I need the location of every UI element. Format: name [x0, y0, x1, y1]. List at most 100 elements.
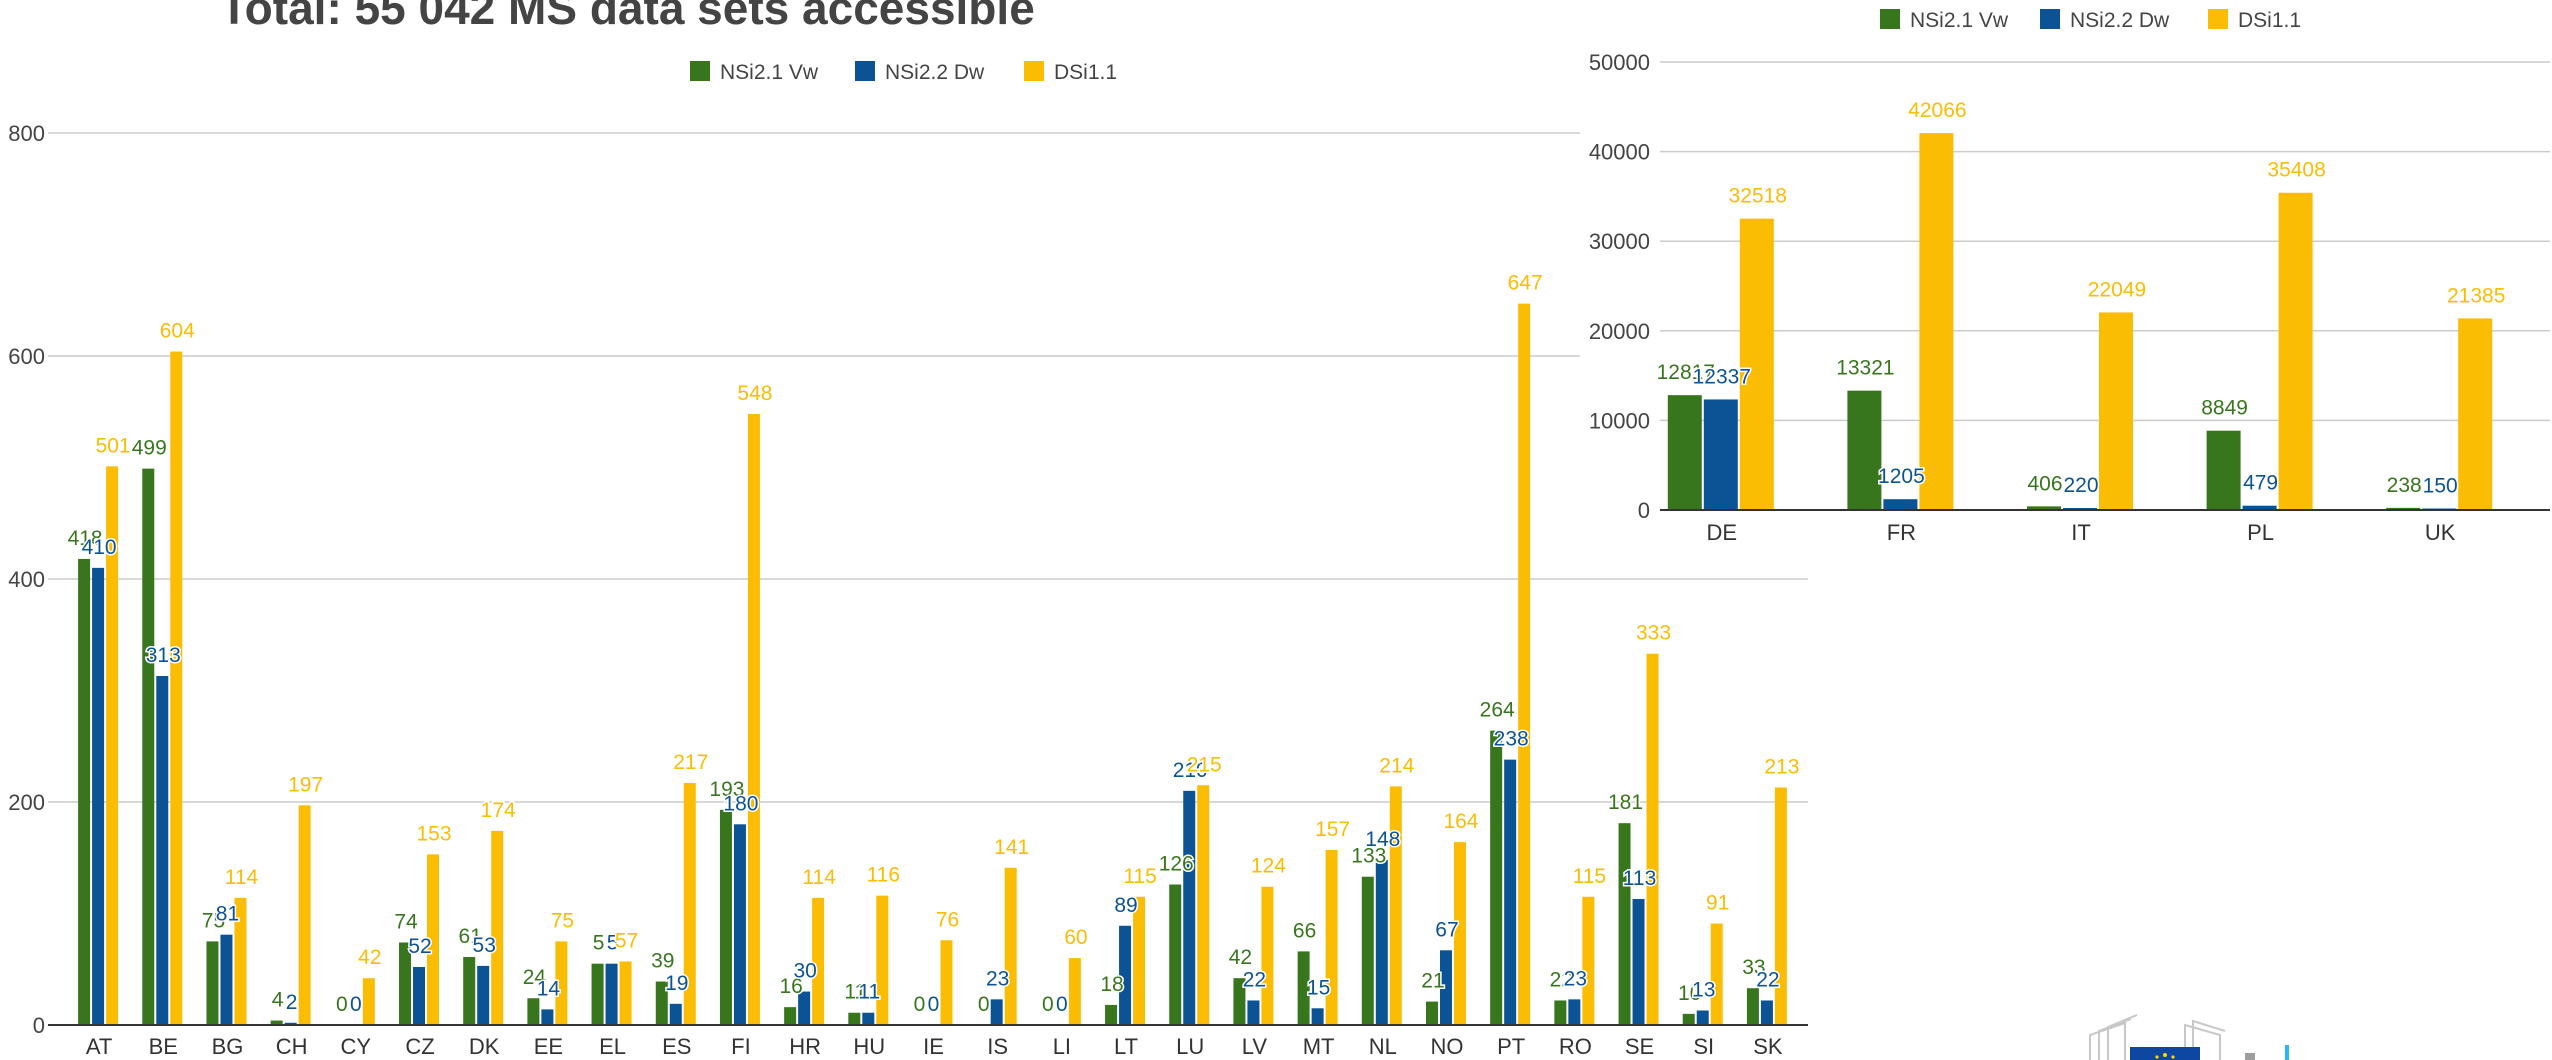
category-label: SK: [1753, 1034, 1783, 1059]
bar: [1247, 1000, 1260, 1025]
bar: [2099, 312, 2133, 510]
category-label: BE: [149, 1034, 178, 1059]
data-label: 30: [793, 960, 816, 983]
data-label: 0: [336, 993, 348, 1016]
bar: [940, 940, 953, 1025]
bar: [1582, 896, 1595, 1025]
data-label: 197: [288, 773, 323, 796]
bar: [1119, 925, 1132, 1025]
y-tick-label: 40000: [1589, 140, 1650, 165]
data-label: 81: [216, 903, 239, 926]
y-tick-label: 20000: [1589, 319, 1650, 344]
data-label: 22: [1756, 968, 1779, 991]
bar: [747, 413, 760, 1026]
y-tick-label: 600: [8, 344, 45, 369]
category-label: CZ: [405, 1034, 434, 1059]
data-label: 42: [1229, 946, 1252, 969]
data-label: 153: [416, 822, 451, 845]
bar: [491, 830, 504, 1025]
data-label: 0: [914, 993, 926, 1016]
bar: [1105, 1004, 1118, 1025]
bar: [1133, 896, 1146, 1025]
bars: [1667, 133, 2493, 511]
bar: [1375, 859, 1388, 1025]
data-label: 333: [1636, 622, 1671, 645]
bar: [427, 854, 440, 1025]
bar: [2458, 318, 2493, 510]
data-label: 0: [978, 993, 990, 1016]
bar: [1169, 884, 1182, 1025]
bar: [362, 978, 375, 1025]
bar: [1261, 886, 1274, 1025]
data-label: 22049: [2088, 278, 2146, 301]
legend: NSi2.1 Vw NSi2.2 Dw DSi1.1: [1880, 9, 2301, 32]
data-label: 220: [2063, 474, 2098, 497]
category-label: LU: [1176, 1034, 1204, 1059]
bar: [1568, 999, 1581, 1025]
data-label: 113: [1623, 867, 1656, 890]
data-label: 35408: [2267, 159, 2325, 182]
data-label: 141: [994, 836, 1029, 859]
data-label: 210: [1173, 759, 1208, 782]
bar: [477, 965, 490, 1025]
bar: [298, 805, 311, 1025]
data-label: 76: [936, 908, 959, 931]
category-label: EL: [599, 1034, 626, 1059]
bar: [463, 956, 476, 1025]
data-label: 16: [779, 975, 802, 998]
bar: [1739, 218, 1774, 510]
bar: [1746, 988, 1759, 1025]
data-label: 1205: [1878, 465, 1925, 488]
data-label: 410: [82, 536, 117, 559]
data-label: 238: [2387, 474, 2422, 497]
bar: [655, 981, 668, 1025]
bar: [234, 897, 247, 1025]
data-label: 75: [551, 909, 574, 932]
category-label: RO: [1559, 1034, 1592, 1059]
data-label: 193: [709, 778, 744, 801]
data-label: 23: [986, 967, 1009, 990]
bar: [92, 567, 105, 1025]
data-label: 406: [2027, 472, 2062, 495]
data-label: 114: [225, 866, 259, 889]
category-label: MT: [1303, 1034, 1335, 1059]
bar: [784, 1007, 797, 1025]
data-label: 21385: [2447, 284, 2505, 307]
bar: [2278, 192, 2313, 510]
bar: [605, 963, 618, 1025]
category-label: UK: [2425, 520, 2456, 545]
data-label: 61: [459, 925, 482, 948]
bar: [1667, 395, 1702, 510]
bar: [733, 824, 746, 1025]
data-label: 12337: [1693, 365, 1751, 388]
data-label: 238: [1494, 728, 1529, 751]
european-commission-logo: [2089, 1014, 2289, 1060]
bar: [1710, 923, 1723, 1025]
bar: [1646, 653, 1659, 1025]
bar: [142, 468, 155, 1025]
bar: [1361, 876, 1374, 1025]
legend-swatch: [1024, 61, 1044, 81]
bar: [1325, 849, 1338, 1025]
bar: [1183, 790, 1196, 1025]
data-label: 499: [132, 437, 167, 460]
data-label: 157: [1315, 818, 1350, 841]
bar: [78, 558, 91, 1025]
bar: [1632, 899, 1645, 1025]
data-label: 8849: [2201, 397, 2248, 420]
bar: [1518, 303, 1531, 1026]
category-label: ES: [662, 1034, 691, 1059]
bar: [1453, 842, 1466, 1025]
data-label: 39: [651, 950, 674, 973]
bar: [541, 1009, 554, 1025]
data-label: 32518: [1729, 185, 1787, 208]
data-label: 19: [665, 972, 688, 995]
data-label: 501: [96, 434, 131, 457]
inset-bar-chart: NSi2.1 Vw NSi2.2 Dw DSi1.1 0 10000 20000 3000…: [1580, 0, 2552, 560]
legend-swatch: [1880, 9, 1900, 29]
bar: [1490, 730, 1503, 1025]
y-tick-label: 50000: [1589, 50, 1650, 75]
category-label: LT: [1114, 1034, 1138, 1059]
category-label: CY: [341, 1034, 372, 1059]
legend-label: DSi1.1: [2238, 9, 2301, 32]
